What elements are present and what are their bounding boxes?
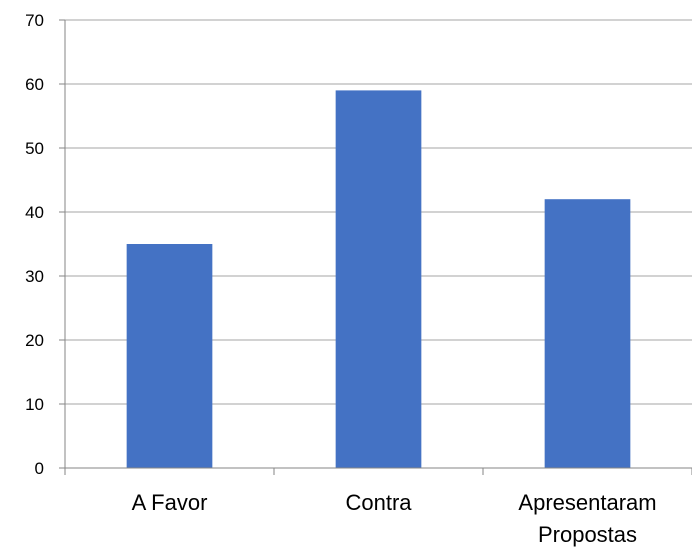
x-category-label-line: A Favor [132, 490, 208, 515]
axes [59, 19, 692, 475]
x-category-label: Apresentaram Propostas [518, 490, 656, 547]
y-tick-label: 70 [25, 11, 44, 30]
x-category-label-line: Contra [345, 490, 412, 515]
bar-a-favor [126, 244, 213, 468]
y-tick-label: 0 [35, 459, 44, 478]
y-tick-label: 30 [25, 267, 44, 286]
y-tick-label: 60 [25, 75, 44, 94]
bar-apresentaram-propostas [544, 199, 631, 468]
x-category-label: A Favor [132, 490, 208, 515]
x-category-label-line: Apresentaram [518, 490, 656, 515]
y-tick-label: 40 [25, 203, 44, 222]
bar-contra [335, 90, 422, 469]
y-tick-labels: 0 10 20 30 40 50 60 70 [25, 11, 44, 478]
bars [126, 90, 631, 469]
y-tick-label: 10 [25, 395, 44, 414]
x-category-label-line: Propostas [538, 522, 637, 547]
x-category-label: Contra [345, 490, 412, 515]
y-tick-label: 20 [25, 331, 44, 350]
y-tick-label: 50 [25, 139, 44, 158]
x-category-labels: A Favor Contra Apresentaram Propostas [132, 490, 657, 547]
